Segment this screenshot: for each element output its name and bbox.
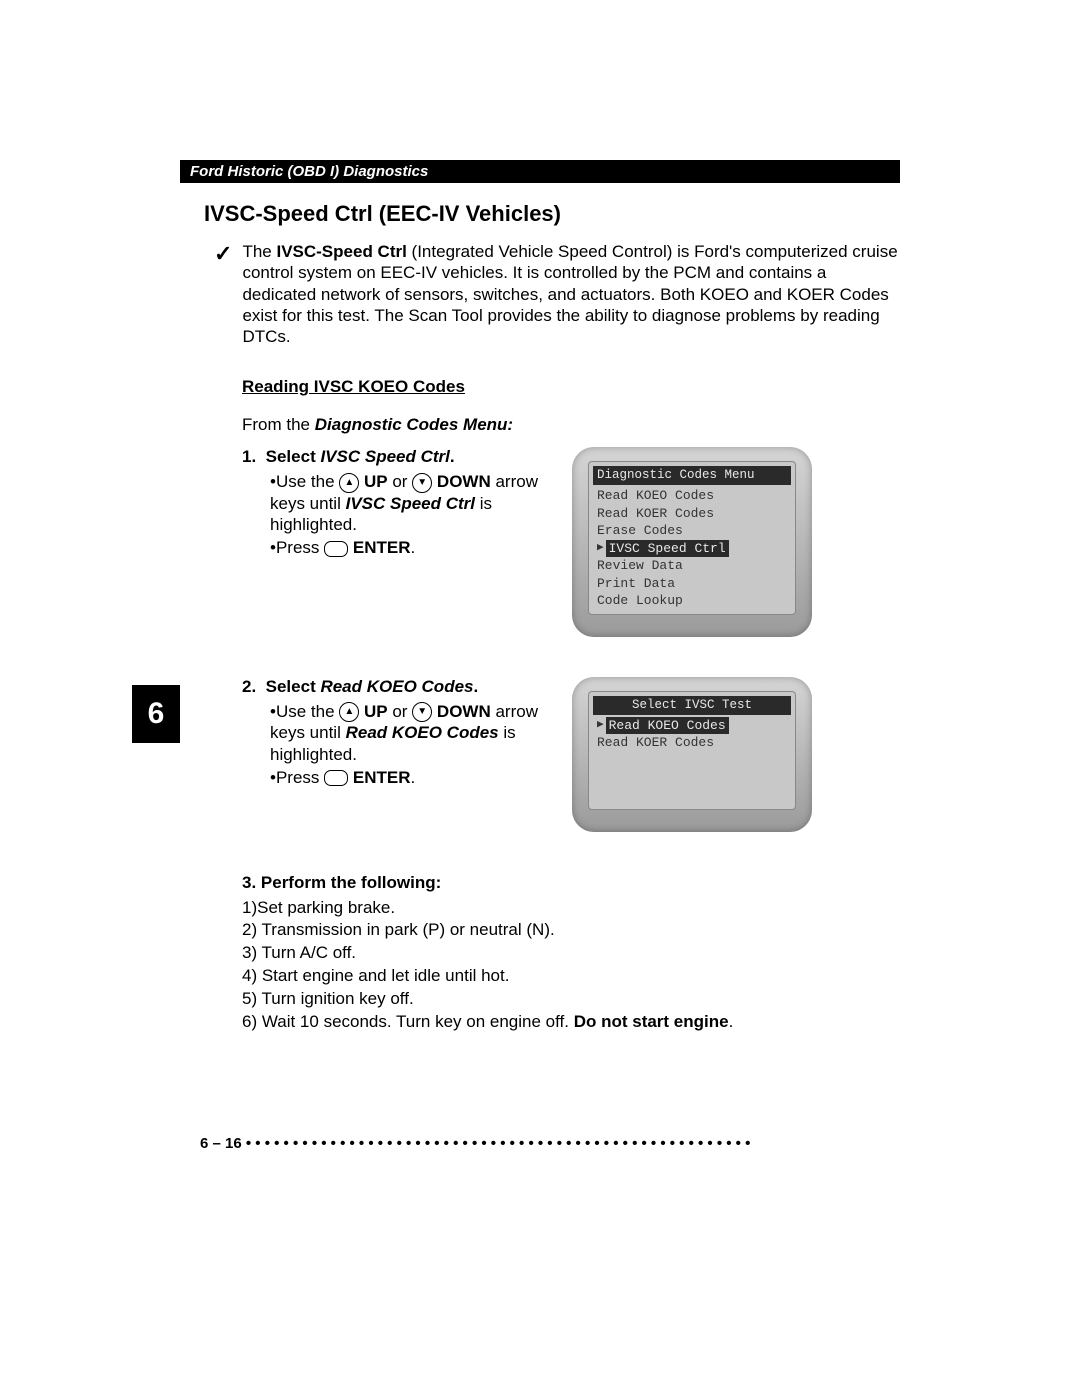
checkmark-icon: ✓: [214, 241, 232, 347]
from-menu-line: From the Diagnostic Codes Menu:: [242, 415, 900, 435]
step1-suffix: .: [450, 447, 455, 466]
screen1-bezel: Diagnostic Codes Menu Read KOEO Codes Re…: [572, 447, 812, 637]
intro-lead: IVSC-Speed Ctrl: [276, 242, 406, 261]
screen1-line: Code Lookup: [593, 592, 791, 610]
screen1-display: Diagnostic Codes Menu Read KOEO Codes Re…: [588, 461, 796, 615]
screen1-selected: ▶IVSC Speed Ctrl: [593, 540, 791, 558]
chapter-tab: 6: [132, 685, 180, 743]
screen1-line: Review Data: [593, 557, 791, 575]
screen2-title: Select IVSC Test: [593, 696, 791, 715]
screen2-line: [593, 787, 791, 805]
screen2-line: Read KOER Codes: [593, 734, 791, 752]
s2b2b: .: [411, 768, 416, 787]
step3-line6: 6) Wait 10 seconds. Turn key on engine o…: [242, 1011, 900, 1034]
footer-dots: • • • • • • • • • • • • • • • • • • • • …: [242, 1135, 751, 1152]
screen2-line: [593, 769, 791, 787]
step2-italic: Read KOEO Codes: [320, 677, 473, 696]
step1-bullet1: •Use the ▲ UP or ▼ DOWN arrow keys until…: [270, 471, 552, 535]
step3-line: 3) Turn A/C off.: [242, 942, 900, 965]
screen1-line: Erase Codes: [593, 522, 791, 540]
step1-num: 1.: [242, 447, 256, 466]
intro-block: ✓ The IVSC-Speed Ctrl (Integrated Vehicl…: [214, 241, 900, 347]
step2-bullet1: •Use the ▲ UP or ▼ DOWN arrow keys until…: [270, 701, 552, 765]
step1-row: 1. Select IVSC Speed Ctrl. •Use the ▲ UP…: [242, 447, 900, 637]
screen2-device: Select IVSC Test ▶Read KOEO Codes Read K…: [572, 677, 812, 832]
screen2-display: Select IVSC Test ▶Read KOEO Codes Read K…: [588, 691, 796, 810]
step2-text: 2. Select Read KOEO Codes. •Use the ▲ UP…: [242, 677, 552, 790]
intro-prefix: The: [242, 242, 276, 261]
up-arrow-icon: ▲: [339, 702, 359, 722]
step1-italic: IVSC Speed Ctrl: [320, 447, 449, 466]
step1-head: 1. Select IVSC Speed Ctrl.: [242, 447, 552, 467]
step2-row: 2. Select Read KOEO Codes. •Use the ▲ UP…: [242, 677, 900, 832]
enter-key-icon: [324, 541, 348, 557]
up-arrow-icon: ▲: [339, 473, 359, 493]
s3l6a: 6) Wait 10 seconds. Turn key on engine o…: [242, 1012, 574, 1031]
s3l6b: Do not start engine: [574, 1012, 729, 1031]
s2b1i: Read KOEO Codes: [346, 723, 499, 742]
step2-suffix: .: [474, 677, 479, 696]
screen1-line: Read KOEO Codes: [593, 487, 791, 505]
step2-num: 2.: [242, 677, 256, 696]
from-menu-prefix: From the: [242, 415, 315, 434]
sub-heading: Reading IVSC KOEO Codes: [242, 377, 900, 397]
s1enter: ENTER: [353, 538, 411, 557]
s1down: DOWN: [437, 472, 491, 491]
step1-text: 1. Select IVSC Speed Ctrl. •Use the ▲ UP…: [242, 447, 552, 560]
s1b1i: IVSC Speed Ctrl: [346, 494, 475, 513]
step3-line: 4) Start engine and let idle until hot.: [242, 965, 900, 988]
s2enter: ENTER: [353, 768, 411, 787]
screen1-title: Diagnostic Codes Menu: [593, 466, 791, 485]
enter-key-icon: [324, 770, 348, 786]
s1b2a: Press: [276, 538, 324, 557]
screen1-line: Read KOER Codes: [593, 505, 791, 523]
screen1-line: Print Data: [593, 575, 791, 593]
footer-page-num: 6 – 16: [200, 1135, 242, 1152]
selection-arrow-icon: ▶: [597, 718, 604, 733]
s2up: UP: [364, 702, 388, 721]
screen2-sel-text: Read KOEO Codes: [606, 717, 729, 735]
s1up: UP: [364, 472, 388, 491]
down-arrow-icon: ▼: [412, 473, 432, 493]
s1b1a: Use the: [276, 472, 339, 491]
s1b1b: or: [388, 472, 413, 491]
step3-line: 1)Set parking brake.: [242, 897, 900, 920]
step3-head: 3. Perform the following:: [242, 872, 900, 895]
from-menu-bold: Diagnostic Codes Menu:: [315, 415, 513, 434]
step1-bullet2: •Press ENTER.: [270, 537, 552, 558]
s2down: DOWN: [437, 702, 491, 721]
section-title: IVSC-Speed Ctrl (EEC-IV Vehicles): [204, 201, 900, 227]
s1b2b: .: [411, 538, 416, 557]
s2b1a: Use the: [276, 702, 339, 721]
s3l6c: .: [729, 1012, 734, 1031]
manual-page: Ford Historic (OBD I) Diagnostics IVSC-S…: [0, 0, 1080, 1397]
step3-block: 3. Perform the following: 1)Set parking …: [242, 872, 900, 1035]
screen1-device: Diagnostic Codes Menu Read KOEO Codes Re…: [572, 447, 812, 637]
step3-line: 5) Turn ignition key off.: [242, 988, 900, 1011]
step3-line: 2) Transmission in park (P) or neutral (…: [242, 919, 900, 942]
down-arrow-icon: ▼: [412, 702, 432, 722]
screen2-line: [593, 752, 791, 770]
step2-prefix: Select: [266, 677, 321, 696]
intro-text: The IVSC-Speed Ctrl (Integrated Vehicle …: [242, 241, 900, 347]
step2-head: 2. Select Read KOEO Codes.: [242, 677, 552, 697]
screen2-selected: ▶Read KOEO Codes: [593, 717, 791, 735]
screen2-bezel: Select IVSC Test ▶Read KOEO Codes Read K…: [572, 677, 812, 832]
selection-arrow-icon: ▶: [597, 541, 604, 556]
step1-prefix: Select: [266, 447, 321, 466]
step2-bullet2: •Press ENTER.: [270, 767, 552, 788]
s2b1b: or: [388, 702, 413, 721]
screen1-sel-text: IVSC Speed Ctrl: [606, 540, 729, 558]
s2b2a: Press: [276, 768, 324, 787]
header-bar: Ford Historic (OBD I) Diagnostics: [180, 160, 900, 183]
page-footer: 6 – 16 • • • • • • • • • • • • • • • • •…: [200, 1135, 900, 1152]
